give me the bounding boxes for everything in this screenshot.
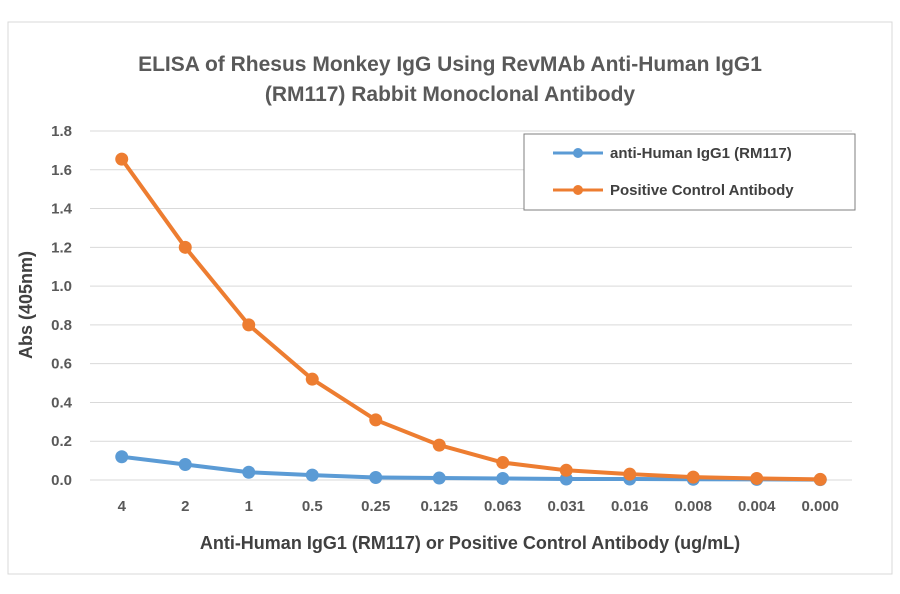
y-tick-label: 0.4 [51, 394, 73, 411]
y-tick-label: 1.2 [51, 239, 72, 256]
x-tick-label: 0.016 [611, 498, 649, 515]
x-tick-label: 0.063 [484, 498, 522, 515]
data-point [813, 472, 827, 486]
legend: anti-Human IgG1 (RM117) Positive Control… [523, 133, 856, 211]
data-point [178, 240, 192, 254]
data-point [686, 470, 700, 484]
y-tick-label: 0.6 [51, 356, 72, 373]
data-point [242, 465, 256, 479]
x-tick-label: 0.5 [302, 498, 323, 515]
x-tick-label: 2 [181, 498, 189, 515]
data-point [115, 450, 129, 464]
y-tick-label: 1.8 [51, 123, 72, 140]
x-tick-label: 4 [118, 498, 127, 515]
data-point [559, 463, 573, 477]
legend-marker-blue [573, 148, 583, 158]
x-tick-label: 0.004 [738, 498, 776, 515]
y-tick-label: 1.0 [51, 278, 72, 295]
data-point [369, 470, 383, 484]
y-tick-label: 0.2 [51, 433, 72, 450]
x-tick-label: 0.125 [420, 498, 458, 515]
x-tick-label: 0.25 [361, 498, 390, 515]
data-point [623, 467, 637, 481]
chart-frame [7, 21, 893, 575]
data-point [369, 413, 383, 427]
x-tick-label: 0.000 [801, 498, 839, 515]
y-tick-label: 1.4 [51, 201, 73, 218]
data-point [305, 372, 319, 386]
x-tick-label: 0.008 [674, 498, 712, 515]
data-point [432, 471, 446, 485]
y-axis-label: Abs (405nm) [16, 251, 36, 359]
legend-box [523, 133, 856, 211]
x-axis-label: Anti-Human IgG1 (RM117) or Positive Cont… [200, 533, 740, 553]
series-line-2 [120, 157, 821, 482]
data-point [496, 456, 510, 470]
legend-marker-orange [573, 185, 583, 195]
data-point [750, 471, 764, 485]
x-tick-label: 0.031 [547, 498, 585, 515]
legend-label-series-2: Positive Control Antibody [610, 182, 794, 199]
chart-title-line-1: ELISA of Rhesus Monkey IgG Using RevMAb … [138, 53, 762, 76]
legend-label-series-1: anti-Human IgG1 (RM117) [610, 145, 792, 162]
data-point [305, 468, 319, 482]
y-tick-label: 0.8 [51, 317, 72, 334]
x-tick-label: 1 [245, 498, 253, 515]
data-point [115, 152, 129, 166]
data-point [432, 438, 446, 452]
chart-title-line-2: (RM117) Rabbit Monoclonal Antibody [265, 83, 636, 106]
y-tick-label: 0.0 [51, 472, 72, 489]
data-point [178, 457, 192, 471]
data-point [496, 471, 510, 485]
y-tick-label: 1.6 [51, 162, 72, 179]
data-point [242, 318, 256, 332]
